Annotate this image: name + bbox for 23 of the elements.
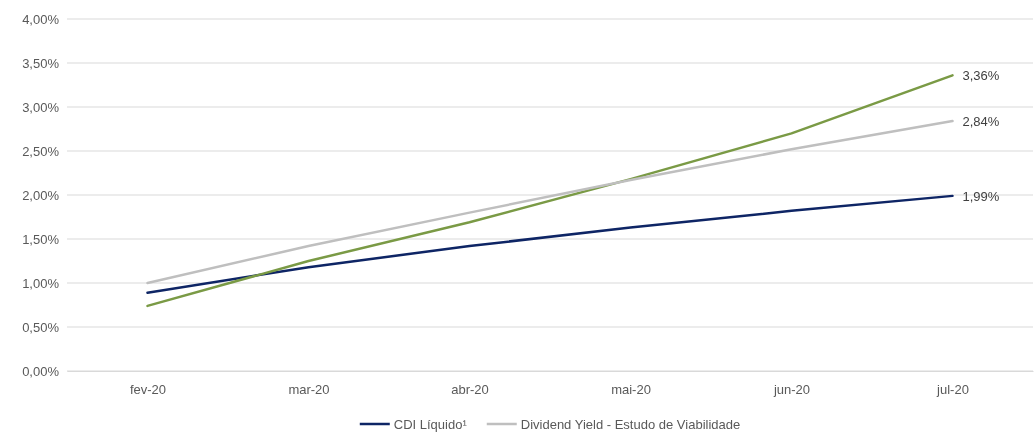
x-tick-label: mai-20 (611, 382, 651, 398)
data-label: 1,99% (962, 188, 1000, 204)
x-tick-label: abr-20 (451, 382, 489, 398)
legend-label: CDI Líquido¹ (393, 417, 468, 432)
y-tick-label: 1,50% (22, 231, 60, 247)
y-tick-label: 0,00% (22, 363, 60, 379)
y-tick-label: 1,00% (22, 275, 60, 291)
x-tick-label: jul-20 (936, 382, 969, 398)
y-tick-label: 3,00% (22, 99, 60, 115)
x-tick-label: jun-20 (772, 382, 811, 398)
y-tick-label: 3,50% (22, 55, 60, 71)
y-tick-label: 0,50% (22, 319, 60, 335)
data-label: 2,84% (962, 114, 1000, 130)
x-tick-label: mar-20 (288, 382, 330, 398)
x-tick-label: fev-20 (129, 382, 167, 398)
data-label: 3,36% (962, 68, 1000, 84)
y-tick-label: 2,00% (22, 187, 60, 203)
y-tick-label: 4,00% (22, 11, 60, 27)
line-series (146, 194, 954, 294)
line-series (146, 119, 954, 285)
legend-label: Dividend Yield - Estudo de Viabilidade (520, 417, 741, 432)
line-series (146, 74, 954, 308)
y-tick-label: 2,50% (22, 143, 60, 159)
